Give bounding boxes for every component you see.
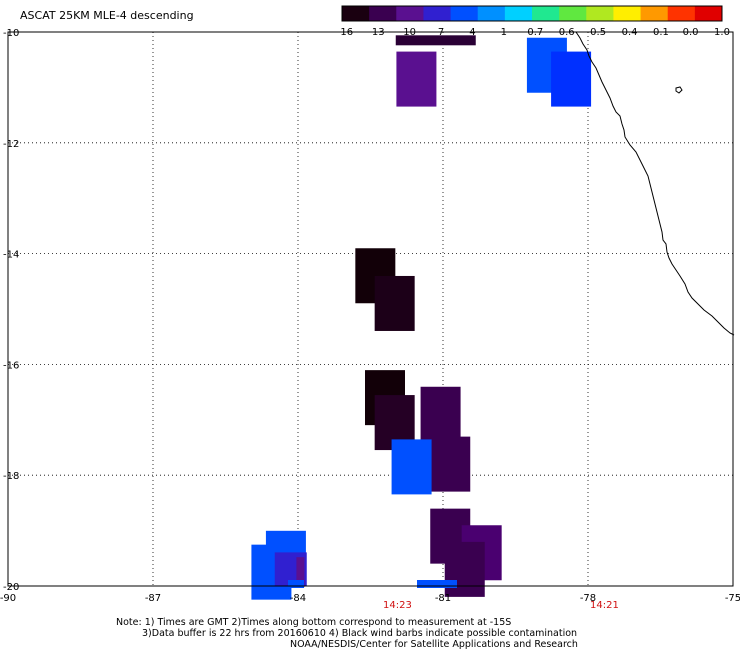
note-line-1: Note: 1) Times are GMT 2)Times along bot… — [116, 617, 512, 628]
wind-cell — [296, 557, 305, 588]
longitude-label: -84 — [290, 593, 306, 604]
colorbar-swatch — [504, 6, 533, 21]
colorbar-swatch — [694, 6, 723, 21]
axis-labels: -90 -87 -84 -81 -78 -75 -10 -12 -14 -16 -18 -20 — [0, 28, 740, 604]
wind-cell — [444, 541, 485, 597]
colorbar-swatch — [450, 6, 479, 21]
graticule — [8, 32, 733, 586]
wind-cell — [420, 386, 461, 442]
latitude-label: -18 — [3, 471, 19, 482]
colorbar-swatch — [532, 6, 560, 21]
colorbar-swatch — [559, 6, 587, 21]
colorbar-swatch — [613, 6, 642, 21]
wind-cell — [288, 580, 304, 588]
wind-cell — [374, 275, 415, 331]
coastline — [575, 31, 735, 336]
wind-cells — [251, 35, 592, 600]
wind-cell — [551, 51, 592, 107]
time-label-1: 14:23 — [383, 600, 412, 611]
latitude-label: -16 — [3, 360, 19, 371]
map-frame — [7, 31, 734, 587]
wind-cell — [395, 35, 476, 46]
note-line-2: 3)Data buffer is 22 hrs from 20160610 4)… — [142, 628, 578, 639]
wind-cell — [430, 436, 471, 492]
latitude-label: -14 — [3, 250, 19, 261]
island — [675, 86, 683, 94]
colorbar-swatch — [667, 6, 696, 21]
latitude-label: -10 — [3, 28, 19, 39]
colorbar-swatch — [586, 6, 614, 21]
colorbar-swatch — [477, 6, 506, 21]
colorbar-swatch — [369, 6, 397, 21]
wind-cell — [391, 439, 432, 495]
longitude-label: -90 — [0, 593, 16, 604]
colorbar-swatch — [640, 6, 669, 21]
colorbar: -16 -13 -10 -7 -4 -1 -0.7 -0.6 -0.5 -0.4 -0.1 0.0 1.… — [337, 5, 730, 38]
latitude-label: -12 — [3, 139, 19, 150]
wind-cell — [396, 51, 437, 107]
colorbar-swatch — [396, 6, 424, 21]
longitude-label: -81 — [435, 593, 451, 604]
colorbar-frame — [341, 5, 723, 22]
colorbar-swatch — [342, 6, 370, 21]
colorbar-swatch — [423, 6, 452, 21]
note-line-3: NOAA/NESDIS/Center for Satellite Applica… — [290, 639, 578, 650]
longitude-label: -75 — [725, 593, 740, 604]
longitude-label: -78 — [580, 593, 596, 604]
latitude-label: -20 — [3, 582, 19, 593]
longitude-label: -87 — [145, 593, 161, 604]
map-title: ASCAT 25KM MLE-4 descending — [20, 9, 194, 22]
time-label-2: 14:21 — [590, 600, 619, 611]
wind-cell — [417, 580, 457, 588]
